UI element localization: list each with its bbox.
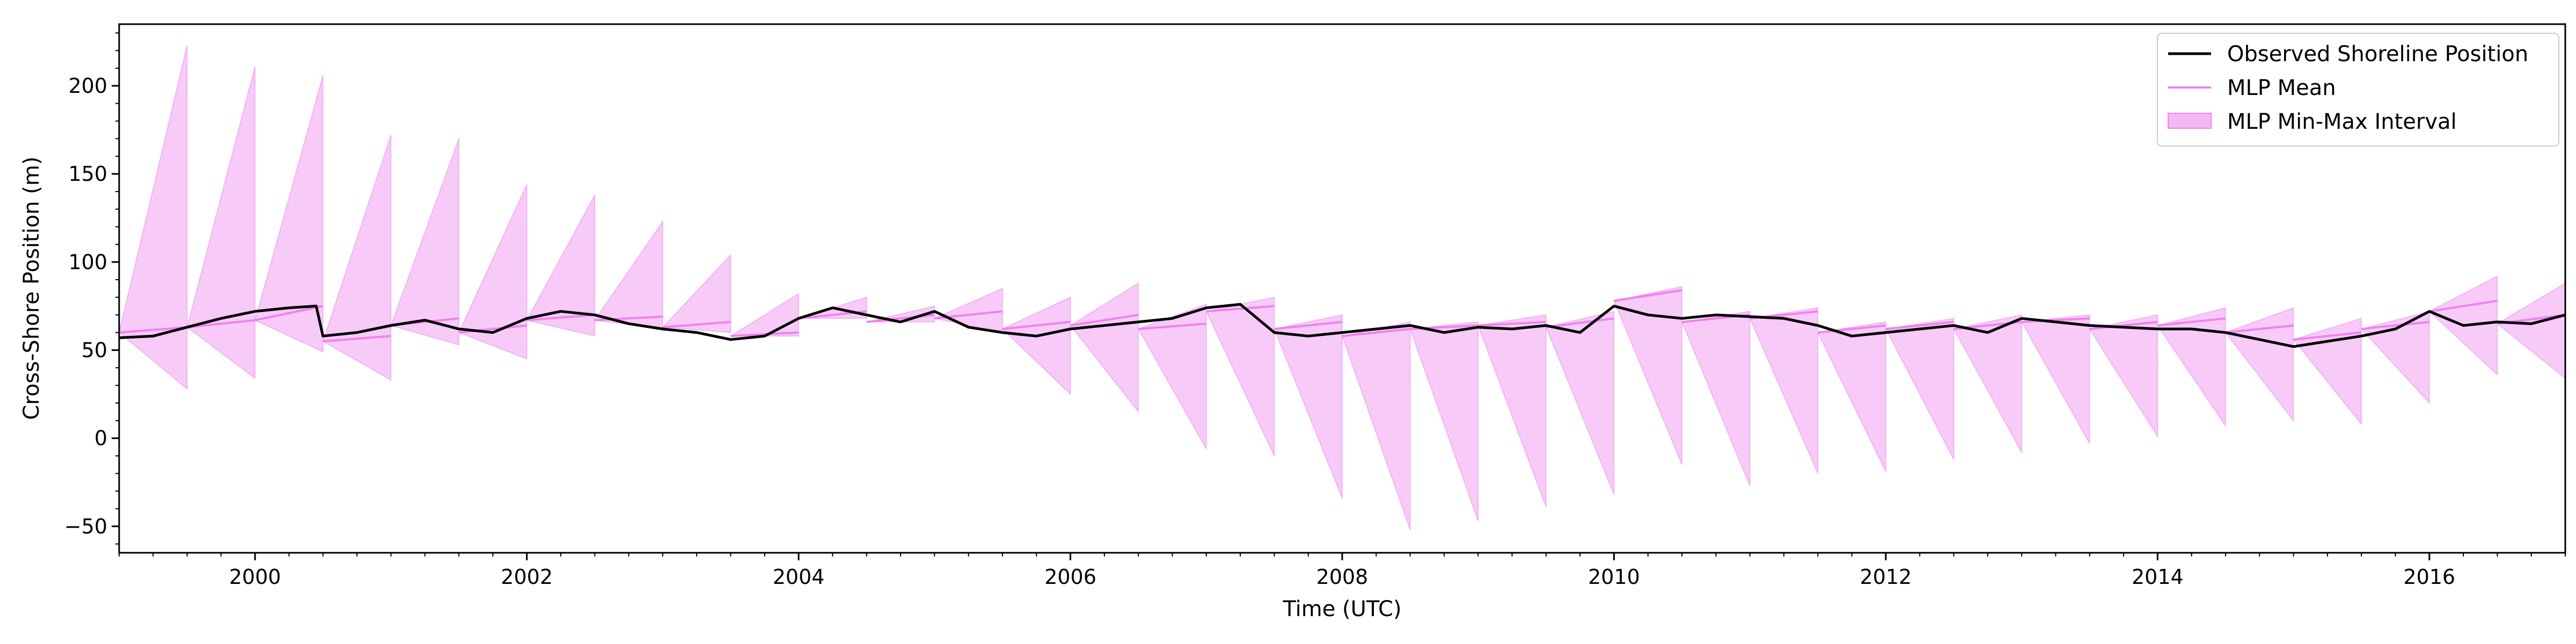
mean-segment-14 [1070, 313, 1139, 327]
mean-segment-3 [323, 335, 391, 342]
interval-band-4 [390, 138, 459, 346]
mean-segment-21 [1546, 317, 1614, 328]
x-tick-label-6: 2012 [1860, 565, 1912, 589]
mean-segment-30 [2157, 317, 2226, 327]
interval-band-0 [119, 45, 188, 390]
x-tick-label-3: 2006 [1044, 565, 1096, 589]
interval-band-20 [1477, 314, 1547, 507]
mean-segment-34 [2429, 299, 2498, 313]
interval-band-30 [2157, 307, 2226, 428]
mean-segment-17 [1274, 320, 1343, 331]
legend-label-interval: MLP Min-Max Interval [2227, 109, 2457, 134]
mean-segment-28 [2022, 317, 2090, 323]
x-tick-label-1: 2002 [501, 565, 553, 589]
observed-line [119, 303, 2566, 348]
interval-band-21 [1545, 311, 1615, 495]
mean-segment-16 [1206, 305, 1275, 313]
mean-segment-18 [1342, 328, 1410, 338]
interval-band-8 [662, 254, 731, 333]
interval-band-5 [458, 184, 528, 360]
interval-band-33 [2360, 311, 2430, 404]
mean-segment-15 [1138, 323, 1206, 331]
interval-band-26 [1885, 318, 1955, 460]
interval-band-15 [1138, 303, 1207, 451]
mean-segment-25 [1818, 324, 1886, 334]
mean-segment-22 [1614, 289, 1682, 302]
mean-segment-20 [1478, 320, 1546, 327]
y-tick-label-1: 0 [94, 427, 107, 450]
interval-band-13 [1001, 296, 1071, 396]
axis-ticks: 2000 2002 2004 2006 2008 2010 2012 2014 2016 −50 0… [64, 32, 2566, 589]
mean-segment-26 [1885, 320, 1954, 331]
interval-band-17 [1274, 314, 1343, 499]
interval-band-2 [254, 75, 324, 353]
mean-segment-32 [2293, 331, 2362, 341]
interval-band-29 [2089, 314, 2158, 438]
x-tick-label-5: 2010 [1588, 565, 1640, 589]
interval-band-25 [1817, 321, 1886, 472]
mean-segment-13 [1002, 320, 1071, 331]
mean-segment-8 [662, 320, 731, 328]
interval-band-22 [1613, 286, 1682, 465]
mean-segment-29 [2089, 320, 2158, 331]
interval-band-24 [1749, 307, 1819, 474]
mean-segment-2 [254, 305, 324, 321]
legend-label-mean: MLP Mean [2227, 76, 2336, 100]
plot-area [119, 45, 2566, 530]
x-tick-label-7: 2014 [2132, 565, 2184, 589]
y-tick-label-5: 200 [68, 74, 107, 98]
interval-band-6 [526, 195, 596, 337]
y-axis-label: Cross-Shore Position (m) [19, 157, 44, 420]
mean-segment-7 [595, 316, 663, 321]
legend-label-observed: Observed Shoreline Position [2227, 42, 2528, 67]
x-tick-label-0: 2000 [229, 565, 281, 589]
y-tick-label-2: 50 [82, 338, 107, 362]
mean-segment-1 [187, 319, 255, 328]
mean-segment-0 [119, 326, 187, 334]
legend-box [2157, 33, 2559, 147]
legend: Observed Shoreline Position MLP Mean MLP… [2157, 33, 2559, 147]
mean-segment-9 [730, 331, 799, 338]
y-tick-label-4: 150 [68, 162, 107, 186]
legend-swatch-interval [2168, 113, 2212, 129]
mean-segment-33 [2361, 320, 2429, 331]
interval-band-19 [1409, 321, 1479, 522]
mean-segment-6 [526, 313, 595, 321]
x-tick-label-8: 2016 [2403, 565, 2455, 589]
y-tick-label-0: −50 [64, 515, 107, 538]
interval-band-12 [933, 288, 1003, 333]
mean-segment-31 [2225, 324, 2294, 334]
interval-band-27 [1953, 314, 2022, 453]
x-axis-label: Time (UTC) [1282, 597, 1401, 621]
interval-band-28 [2021, 314, 2090, 445]
interval-band-1 [186, 66, 255, 379]
interval-band-3 [322, 135, 392, 381]
interval-band-14 [1070, 282, 1139, 413]
x-tick-label-4: 2008 [1316, 565, 1368, 589]
interval-band-23 [1681, 311, 1751, 486]
x-tick-label-2: 2004 [773, 565, 825, 589]
y-tick-label-3: 100 [68, 250, 107, 274]
